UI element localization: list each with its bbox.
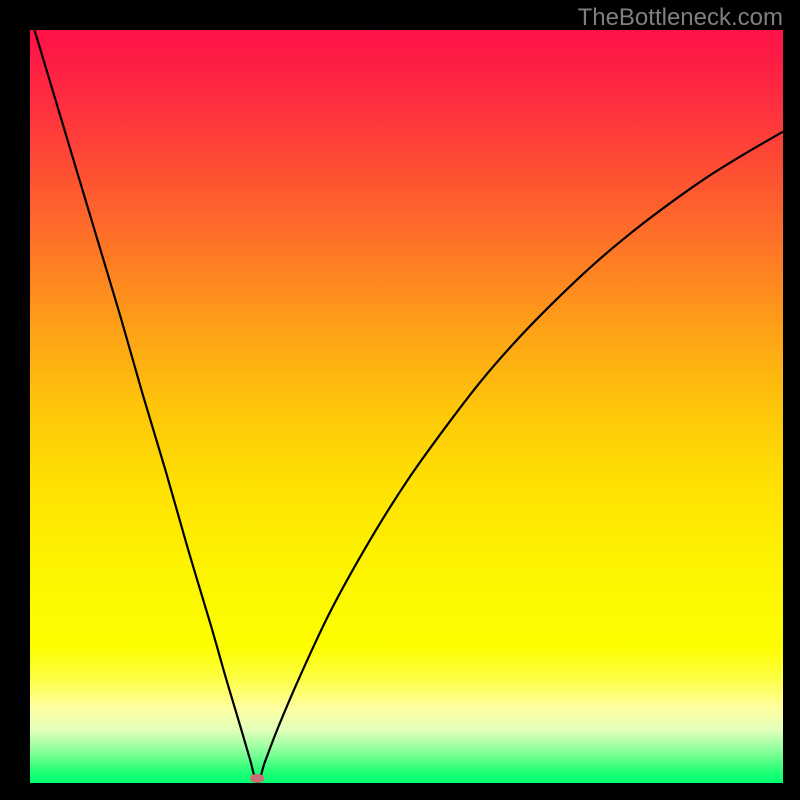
optimum-marker	[251, 774, 265, 782]
chart-container: TheBottleneck.com	[0, 0, 800, 800]
watermark-text: TheBottleneck.com	[578, 4, 783, 32]
plot-background-gradient	[30, 30, 783, 783]
